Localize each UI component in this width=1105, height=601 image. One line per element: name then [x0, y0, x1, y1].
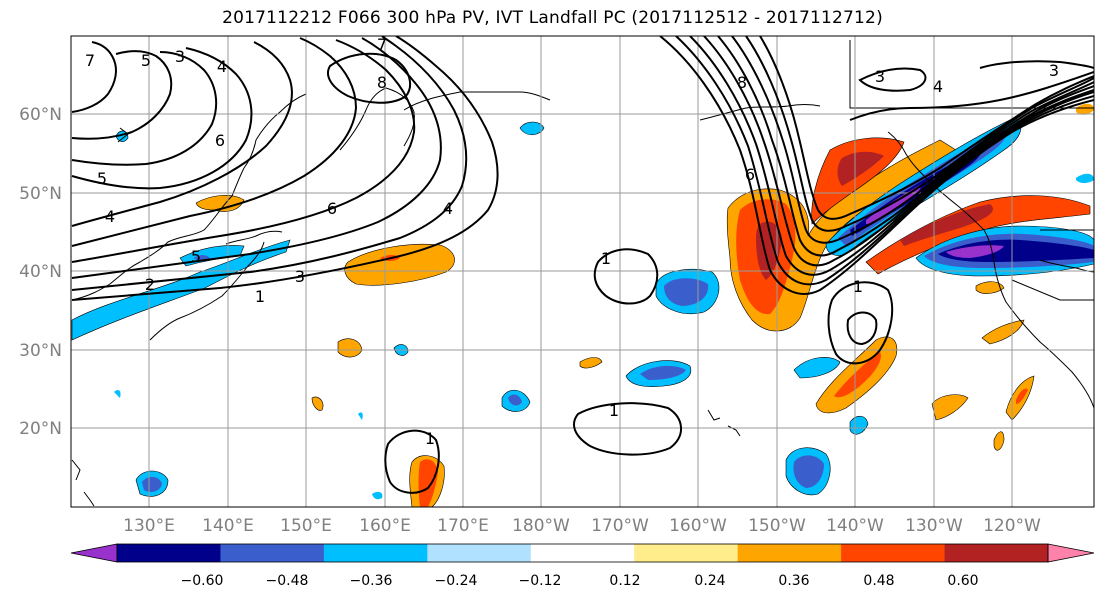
gridlines [71, 36, 1094, 507]
contour-label: 8 [377, 73, 387, 92]
lon-label: 130°W [905, 516, 963, 536]
contour-label: 4 [217, 57, 227, 76]
lon-label: 160°W [669, 516, 727, 536]
lon-label: 130°E [123, 516, 175, 536]
lon-label: 120°W [983, 516, 1041, 536]
contour-label: 6 [745, 165, 755, 184]
lon-label: 160°E [359, 516, 411, 536]
lat-label: 30°N [19, 341, 62, 361]
contour-label: 3 [295, 267, 305, 286]
lon-label: 170°E [437, 516, 489, 536]
contour-label: 4 [105, 207, 115, 226]
colorbar-segment [117, 544, 221, 562]
colorbar: −0.60 −0.48 −0.36 −0.24 −0.12 0.12 0.24 … [70, 543, 1095, 589]
longitude-labels: 130°E 140°E 150°E 160°E 170°E 180°W 170°… [123, 516, 1041, 536]
colorbar-segment [530, 544, 635, 562]
pv-contour-labels: 7 5 3 4 6 5 4 8 7 6 4 5 2 3 1 1 8 6 1 3 … [85, 35, 1059, 448]
contour-label: 1 [853, 277, 863, 296]
contour-label: 7 [85, 51, 95, 70]
colorbar-tick-label: 0.48 [863, 573, 894, 589]
colorbar-tick-label: 0.36 [778, 573, 809, 589]
colorbar-segment [737, 544, 842, 562]
colorbar-tick-label: −0.36 [350, 573, 393, 589]
lat-label: 40°N [19, 262, 62, 282]
contour-label: 3 [175, 47, 185, 66]
contour-label: 5 [191, 247, 201, 266]
lon-label: 170°W [591, 516, 649, 536]
colorbar-tick-label: 0.12 [609, 573, 640, 589]
colorbar-segment [841, 544, 946, 562]
colorbar-tick-label: 0.24 [694, 573, 725, 589]
colorbar-max-arrow [1047, 543, 1095, 563]
lat-label: 20°N [19, 419, 62, 439]
contour-label: 6 [215, 131, 225, 150]
lon-label: 150°W [748, 516, 806, 536]
lon-label: 180°W [512, 516, 570, 536]
colorbar-tick-label: −0.24 [435, 573, 478, 589]
contour-label: 5 [141, 51, 151, 70]
contour-label: 1 [601, 249, 611, 268]
lon-label: 140°W [826, 516, 884, 536]
map-frame [70, 35, 1095, 508]
colorbar-segments [117, 544, 1049, 562]
contour-label: 1 [425, 429, 435, 448]
contour-label: 1 [609, 401, 619, 420]
colorbar-tick-label: −0.60 [181, 573, 224, 589]
contour-label: 2 [145, 275, 155, 294]
colorbar-segment [323, 544, 428, 562]
colorbar-min-arrow [70, 543, 118, 563]
colorbar-segment [427, 544, 532, 562]
contour-label: 5 [97, 169, 107, 188]
contour-label: 4 [443, 199, 453, 218]
contour-label: 6 [327, 199, 337, 218]
contour-label: 7 [377, 35, 387, 54]
figure-title: 2017112212 F066 300 hPa PV, IVT Landfall… [222, 8, 883, 28]
contour-label: 3 [875, 67, 885, 86]
lat-label: 50°N [19, 184, 62, 204]
colorbar-frame [116, 543, 1049, 563]
contour-label: 4 [933, 77, 943, 96]
colorbar-segment [634, 544, 739, 562]
latitude-labels: 60°N 50°N 40°N 30°N 20°N [19, 105, 62, 439]
contour-label: 1 [255, 287, 265, 306]
lon-label: 140°E [202, 516, 254, 536]
colorbar-tick-label: −0.12 [519, 573, 562, 589]
lon-label: 150°E [280, 516, 332, 536]
colorbar-segment [944, 544, 1049, 562]
pv-contours [71, 36, 1094, 494]
lat-label: 60°N [19, 105, 62, 125]
colorbar-segment [220, 544, 325, 562]
contour-label: 3 [1049, 61, 1059, 80]
colorbar-tick-label: 0.60 [947, 573, 978, 589]
contour-label: 8 [737, 73, 747, 92]
colorbar-tick-label: −0.48 [266, 573, 309, 589]
